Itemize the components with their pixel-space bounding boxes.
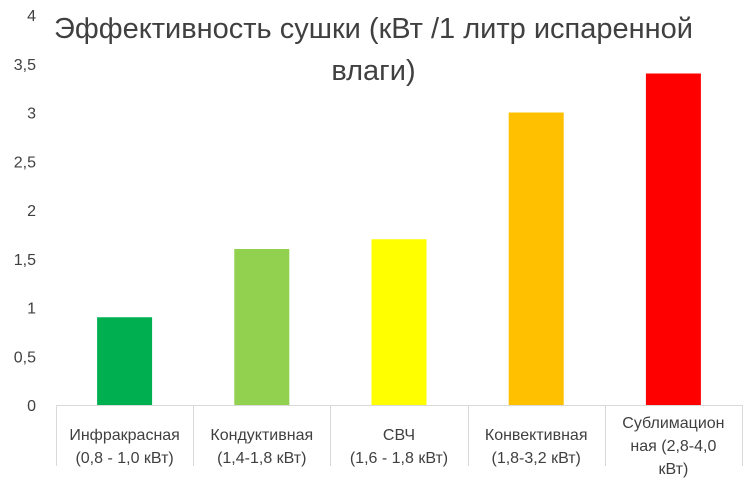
x-tick-label-line: ная (2,8-4,0	[630, 438, 717, 455]
bar-series	[97, 73, 701, 405]
x-tick-label: Конвективная (1,8-3,2 кВт)	[468, 424, 605, 470]
y-tick-label: 3	[27, 106, 36, 123]
x-tick-label: Сублимацион ная (2,8-4,0 кВт)	[605, 412, 742, 481]
y-tick-label: 4	[27, 8, 36, 25]
chart-title: Эффективность сушки (кВт /1 литр испарен…	[54, 13, 693, 87]
bar	[645, 73, 701, 405]
x-tick-label-line: кВт)	[658, 461, 689, 478]
x-tick-label-line: (1,8-3,2 кВт)	[491, 450, 581, 467]
x-tick-label-line: Кондуктивная	[210, 427, 314, 444]
x-tick-label: Инфракрасная (0,8 - 1,0 кВт)	[56, 424, 193, 470]
y-tick-label: 1	[27, 301, 36, 318]
y-tick-label: 0	[27, 398, 36, 415]
x-tick-label: СВЧ (1,6 - 1,8 кВт)	[330, 424, 467, 470]
x-axis-table	[56, 405, 743, 466]
y-tick-label: 3,5	[14, 57, 36, 74]
bar	[234, 249, 290, 405]
x-tick-label: Кондуктивная (1,4-1,8 кВт)	[193, 424, 330, 470]
y-tick-label: 0,5	[14, 349, 36, 366]
bar	[508, 112, 564, 405]
bar	[97, 317, 153, 405]
x-tick-label-line: Конвективная	[484, 427, 588, 444]
y-tick-label: 2	[27, 203, 36, 220]
x-tick-label-line: Сублимацион	[622, 415, 725, 432]
y-tick-label: 2,5	[14, 154, 36, 171]
x-tick-label-line: (1,4-1,8 кВт)	[217, 450, 307, 467]
x-tick-label-line: (0,8 - 1,0 кВт)	[75, 450, 174, 467]
x-tick-label-line: (1,6 - 1,8 кВт)	[349, 450, 449, 467]
x-tick-label-line: Инфракрасная	[69, 427, 180, 444]
bar	[371, 239, 427, 405]
x-tick-label-line: СВЧ	[382, 427, 416, 444]
y-axis: 0 0,5 1 1,5 2 2,5 3 3,5 4	[14, 8, 36, 415]
y-tick-label: 1,5	[14, 252, 36, 269]
